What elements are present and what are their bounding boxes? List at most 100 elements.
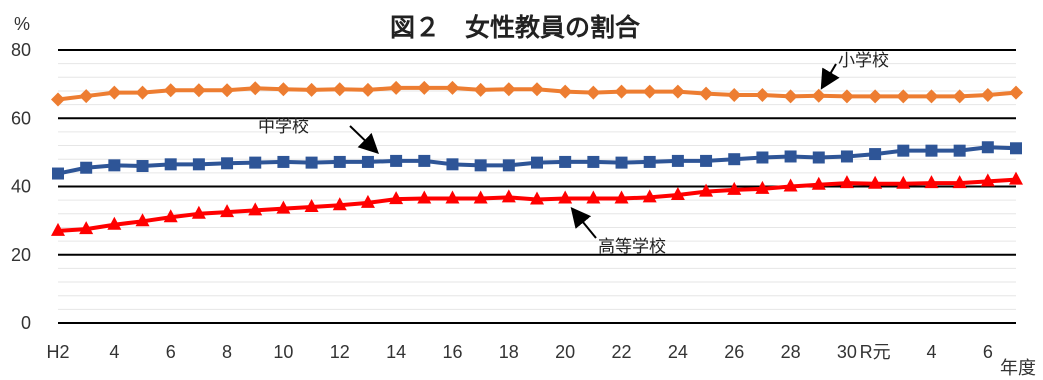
x-tick-label: 22 [612, 342, 632, 362]
data-point [558, 190, 573, 204]
data-point [136, 160, 149, 173]
data-point [248, 202, 263, 216]
data-point [501, 189, 516, 203]
annotation-arrow [820, 63, 840, 90]
y-tick-label: 0 [21, 313, 31, 333]
data-point [108, 159, 121, 172]
data-point [191, 83, 206, 98]
annotation-arrow [349, 125, 379, 154]
data-point [163, 209, 178, 223]
x-tick-label: 4 [926, 342, 936, 362]
data-point [417, 80, 432, 95]
series-1 [51, 80, 1023, 107]
data-point [531, 156, 543, 169]
data-point [925, 144, 938, 157]
y-axis-unit: % [14, 14, 30, 34]
annotation-label: 高等学校 [598, 237, 666, 257]
data-point [220, 204, 235, 218]
data-point [699, 183, 714, 197]
data-point [1009, 171, 1023, 185]
data-point [869, 148, 882, 161]
y-tick-label: 80 [11, 40, 31, 60]
data-point [221, 157, 234, 170]
data-point [79, 89, 94, 104]
data-point [360, 194, 375, 208]
data-point [389, 80, 404, 95]
x-tick-label: 6 [166, 342, 176, 362]
data-point [811, 88, 826, 103]
data-point [558, 84, 573, 99]
data-point [304, 198, 319, 212]
data-point [248, 81, 263, 96]
data-point [981, 141, 994, 154]
data-point [586, 190, 601, 204]
data-point [670, 84, 685, 99]
x-tick-label: 12 [330, 342, 350, 362]
data-point [80, 161, 93, 174]
data-point [135, 85, 150, 100]
data-point [671, 154, 684, 167]
data-point [670, 187, 685, 201]
data-point [333, 155, 346, 168]
data-point [360, 82, 375, 97]
data-point [699, 86, 714, 101]
data-point [1009, 85, 1023, 100]
data-point [868, 89, 883, 104]
x-tick-label: 26 [724, 342, 744, 362]
x-axis-unit: 年度 [1000, 358, 1036, 378]
data-point [445, 80, 460, 95]
data-point [1010, 142, 1022, 155]
y-tick-label: 40 [11, 177, 31, 197]
series-lines [51, 80, 1023, 236]
x-tick-label: 20 [555, 342, 575, 362]
data-point [642, 189, 657, 203]
data-point [839, 175, 854, 189]
data-point [896, 89, 911, 104]
data-point [642, 84, 657, 99]
data-point [896, 175, 911, 189]
data-point [79, 221, 94, 235]
data-point [220, 83, 235, 98]
data-point [51, 222, 65, 236]
x-tick-label: 18 [499, 342, 519, 362]
x-tick-label: 8 [222, 342, 232, 362]
data-point [277, 155, 290, 168]
data-point [107, 85, 122, 100]
chart-title: 図２ 女性教員の割合 [390, 13, 641, 42]
data-point [305, 156, 318, 169]
data-point [952, 175, 967, 189]
data-point [840, 150, 853, 163]
x-tick-labels: H2 4 6 8 10 12 14 16 18 20 22 24 26 28 30 R元 4 6 [46, 342, 992, 362]
data-point [473, 82, 488, 97]
data-point [980, 173, 995, 187]
x-tick-label: 24 [668, 342, 688, 362]
data-point [530, 82, 544, 97]
data-point [755, 88, 770, 103]
x-tick-label: 6 [983, 342, 993, 362]
data-point [502, 159, 515, 172]
data-point [615, 156, 628, 169]
data-point [474, 159, 487, 172]
data-point [164, 158, 177, 171]
data-point [390, 154, 403, 167]
data-point [643, 155, 656, 168]
x-tick-label: H2 [46, 342, 69, 362]
data-point [304, 82, 319, 97]
data-point [163, 83, 178, 98]
data-point [727, 181, 742, 195]
data-point [783, 89, 798, 104]
data-point [614, 84, 629, 99]
data-point [361, 155, 374, 168]
data-point [980, 88, 995, 103]
data-point [587, 155, 600, 168]
series-3 [51, 171, 1023, 236]
data-point [51, 92, 65, 107]
data-point [755, 180, 770, 194]
data-point [783, 178, 798, 192]
data-point [614, 190, 629, 204]
data-point [839, 89, 854, 104]
x-tick-label: 10 [273, 342, 293, 362]
x-tick-label: 28 [781, 342, 801, 362]
data-point [897, 144, 910, 157]
data-point [953, 144, 966, 157]
